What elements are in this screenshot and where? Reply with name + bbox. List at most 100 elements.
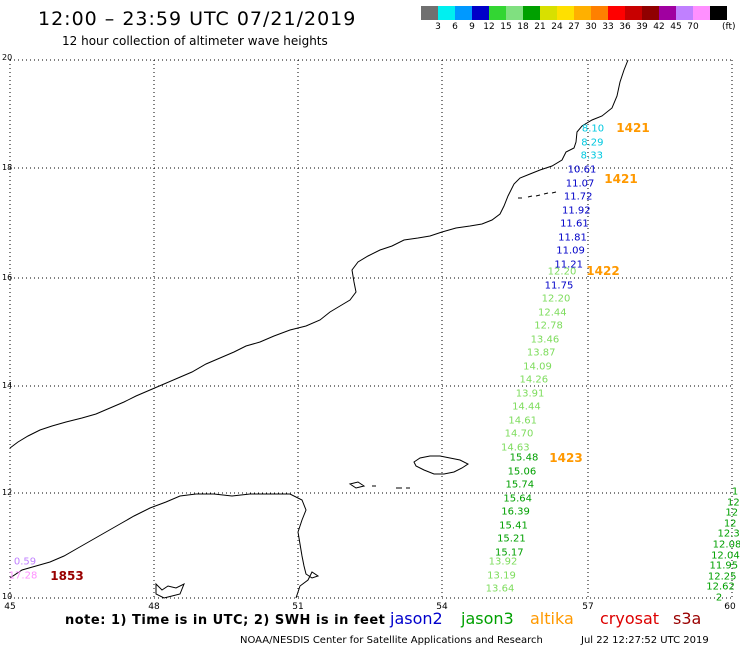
legend-swatch	[642, 6, 659, 20]
legend-swatch	[693, 6, 710, 20]
legend-tick: 45	[670, 22, 682, 32]
legend-tick: 30	[585, 22, 597, 32]
swh-value: 15.06	[507, 466, 537, 477]
time-label: 1421	[616, 121, 650, 135]
swh-value: 17.28	[8, 570, 38, 582]
swh-value: 15.64	[503, 493, 533, 504]
swh-value: 14.63	[500, 442, 530, 453]
swh-value: 14.26	[519, 374, 549, 386]
sat-jason2: jason2	[390, 609, 443, 628]
small-islands	[348, 481, 410, 489]
legend-swatch	[421, 6, 438, 20]
y-label-16: 16	[2, 273, 13, 282]
sat-altika: altika	[530, 609, 574, 628]
y-label-12: 12	[2, 488, 13, 497]
swh-value: 11.21	[554, 259, 584, 270]
swh-value: 0.59	[13, 556, 37, 568]
swh-value: 11.75	[544, 280, 574, 292]
legend-swatch	[523, 6, 540, 20]
legend-tick: 24	[551, 22, 563, 32]
x-label-45: 45	[4, 602, 16, 612]
swh-value: 14.09	[523, 361, 552, 372]
legend-tick: 70	[687, 22, 699, 32]
swh-value: 13.19	[487, 570, 516, 581]
swh-value: 11.92	[561, 205, 591, 216]
map-title: 12:00 – 23:59 UTC 07/21/2019	[38, 8, 357, 30]
swh-value: 12.78	[534, 320, 563, 332]
coastline-arabia	[9, 59, 629, 449]
swh-value: 8.33	[580, 150, 603, 162]
legend-tick: 9	[469, 22, 475, 32]
kuria-muria-islands	[518, 191, 557, 199]
legend-tick: 6	[452, 22, 458, 32]
legend-swatch	[506, 6, 523, 20]
x-label-51: 51	[292, 602, 304, 612]
sat-s3a: s3a	[673, 609, 702, 628]
legend-swatch	[438, 6, 455, 20]
legend-tick: 15	[500, 22, 512, 32]
legend-tick: 3	[435, 22, 441, 32]
legend-swatch	[540, 6, 557, 20]
swh-value: 12.25	[707, 571, 737, 583]
legend-swatch	[557, 6, 574, 20]
swh-value: 13.46	[530, 334, 560, 345]
legend-swatch	[659, 6, 676, 20]
grid	[9, 59, 733, 599]
time-label: 1422	[586, 264, 620, 278]
legend-swatch	[489, 6, 506, 20]
swh-value: 12	[727, 497, 740, 509]
swh-value: 14.61	[508, 415, 538, 426]
sat-cryosat: cryosat	[600, 609, 660, 628]
legend-swatch	[574, 6, 591, 20]
x-label-48: 48	[148, 602, 160, 612]
socotra-island	[413, 455, 469, 475]
legend-swatch	[710, 6, 727, 20]
swh-value: 12.44	[537, 307, 567, 318]
swh-value: 11.61	[560, 218, 589, 230]
swh-value: 12	[725, 507, 739, 519]
legend-tick: 21	[534, 22, 546, 32]
swh-value: 11.81	[558, 232, 587, 243]
legend-tick: 27	[568, 22, 580, 32]
swh-value: 13.64	[485, 583, 515, 595]
legend-swatch	[455, 6, 472, 20]
x-label-60: 60	[724, 602, 736, 612]
legend-swatch	[591, 6, 608, 20]
time-label: 1853	[50, 569, 84, 583]
swh-value: 2	[715, 592, 723, 604]
legend-tick: 18	[517, 22, 529, 32]
x-label-57: 57	[582, 602, 594, 612]
legend-swatch	[472, 6, 489, 20]
swh-value: 14.44	[512, 401, 541, 413]
legend-tick: 36	[619, 22, 631, 32]
swh-value: 8.29	[581, 137, 604, 148]
timestamp: Jul 22 12:27:52 UTC 2019	[581, 635, 709, 646]
legend-swatch	[676, 6, 693, 20]
legend-tick: 33	[602, 22, 614, 32]
swh-value: 15.41	[499, 520, 528, 531]
legend-tick: 12	[483, 22, 495, 32]
y-label-14: 14	[2, 381, 13, 390]
legend-tick: 42	[653, 22, 665, 32]
swh-value: 8.10	[581, 123, 605, 135]
time-label: 1423	[549, 451, 583, 465]
swh-value: 12.20	[547, 266, 577, 278]
swh-value: 12.3	[717, 528, 740, 540]
x-label-54: 54	[436, 602, 448, 612]
swh-value: 11.72	[563, 191, 593, 203]
time-label: 1421	[604, 172, 638, 186]
swh-value: 15.17	[494, 547, 524, 558]
legend-ticks: (ft) 3 6 9 12 15 18 21 24 27 30 33 36 39 42 45 70	[421, 22, 740, 34]
swh-value: 15.48	[509, 452, 539, 464]
swh-value: 13.91	[515, 388, 545, 399]
swh-value: 12.04	[711, 550, 740, 562]
color-legend	[421, 6, 727, 20]
legend-tick: 39	[636, 22, 648, 32]
swh-value: 12.62	[706, 581, 735, 593]
y-label-10: 10	[2, 592, 13, 601]
swh-value: 15.74	[505, 479, 535, 491]
sat-jason3: jason3	[461, 609, 514, 628]
swh-value: 15.21	[497, 533, 526, 545]
legend-unit: (ft)	[722, 22, 736, 32]
